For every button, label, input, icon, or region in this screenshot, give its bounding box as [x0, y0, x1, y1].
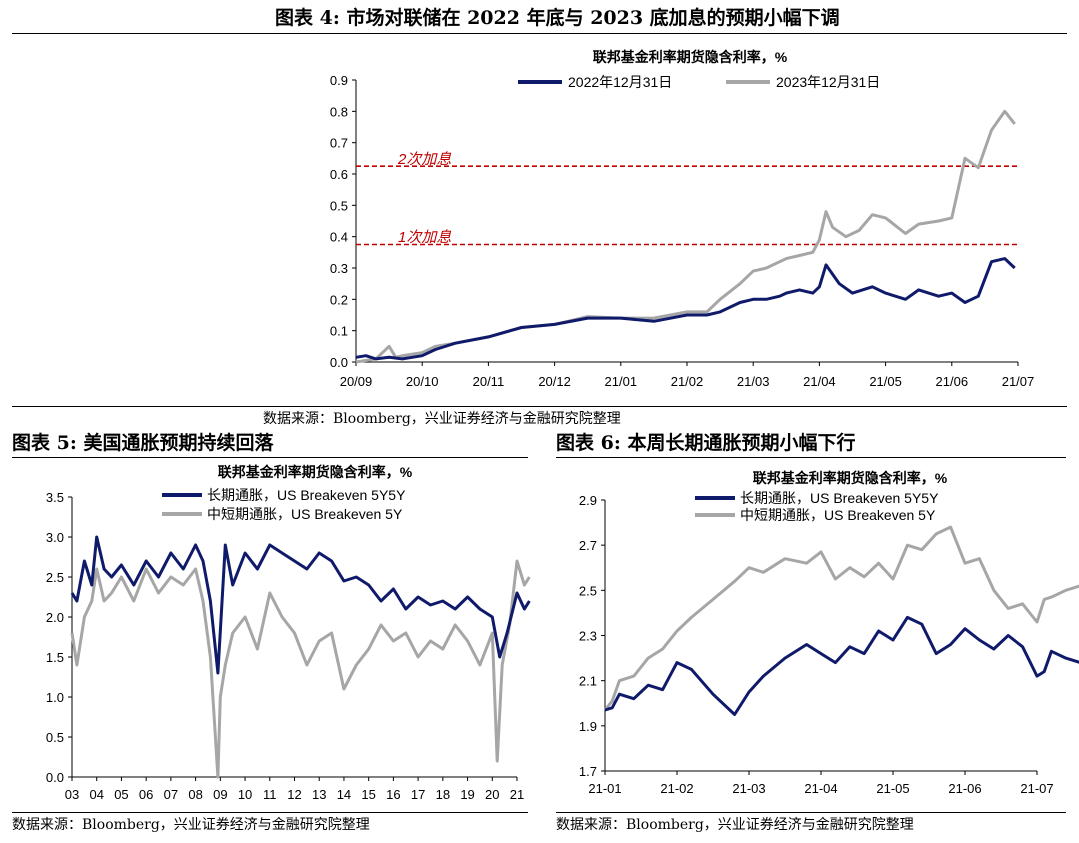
- y-tick-label: 1.5: [46, 650, 64, 665]
- x-tick-label: 21: [510, 787, 524, 802]
- figure-5-title: 图表 5: 美国通胀预期持续回落: [12, 432, 274, 454]
- series-line-0: [604, 615, 1079, 716]
- chart-title: 联邦基金利率期货隐含利率，%: [218, 464, 413, 480]
- x-tick-label: 20/09: [340, 374, 373, 389]
- chart-us-breakeven-long: 联邦基金利率期货隐含利率，% 长期通胀，US Breakeven 5Y5Y 中短…: [46, 464, 531, 802]
- y-tick-label: 0.7: [330, 136, 348, 151]
- y-tick-label: 0.6: [330, 167, 348, 182]
- x-tick-label: 21/04: [803, 374, 836, 389]
- figure-4-top-rule: [12, 33, 1067, 34]
- x-tick-label: 15: [361, 787, 375, 802]
- x-tick-label: 07: [164, 787, 178, 802]
- x-tick-label: 21/01: [605, 374, 638, 389]
- y-tick-label: 2.3: [579, 629, 597, 644]
- y-tick-label: 0.0: [330, 355, 348, 370]
- x-tick-label: 05: [114, 787, 128, 802]
- x-tick-label: 20: [485, 787, 499, 802]
- x-tick-label: 21-04: [804, 781, 837, 796]
- figure-5-bottom-rule: [12, 812, 528, 813]
- x-tick-label: 14: [337, 787, 351, 802]
- chart-us-breakeven-recent: 联邦基金利率期货隐含利率，% 长期通胀，US Breakeven 5Y5Y 中短…: [579, 470, 1079, 796]
- x-tick-label: 21-06: [948, 781, 981, 796]
- x-tick-label: 09: [213, 787, 227, 802]
- x-tick-label: 08: [188, 787, 202, 802]
- ref-label-2-hikes: 2次加息: [397, 151, 451, 168]
- x-tick-label: 04: [89, 787, 103, 802]
- figure-4-source: 数据来源：Bloomberg，兴业证券经济与金融研究院整理: [263, 411, 621, 427]
- series-line-1: [603, 525, 1079, 711]
- y-tick-label: 2.9: [579, 493, 597, 508]
- x-tick-label: 10: [238, 787, 252, 802]
- y-tick-label: 3.0: [46, 530, 64, 545]
- y-tick-label: 0.4: [330, 230, 348, 245]
- chart-title: 联邦基金利率期货隐含利率，%: [753, 470, 948, 486]
- y-tick-label: 0.3: [330, 261, 348, 276]
- x-tick-label: 20/10: [406, 374, 439, 389]
- x-tick-label: 21/05: [869, 374, 902, 389]
- y-tick-label: 1.7: [579, 764, 597, 779]
- x-tick-label: 21-01: [588, 781, 621, 796]
- plot-area: 0.0 0.5 1.0 1.5 2.0 2.5 3.0 3.5 03 04 05 06 07 08 09 10…: [46, 490, 531, 802]
- x-tick-label: 21/02: [671, 374, 704, 389]
- x-tick-label: 16: [386, 787, 400, 802]
- figure-6-bottom-rule: [556, 812, 1066, 813]
- x-tick-label: 20/12: [538, 374, 571, 389]
- figure-4-title: 图表 4: 市场对联储在 2022 年底与 2023 底加息的预期小幅下调: [275, 7, 840, 29]
- figure-5-source: 数据来源：Bloomberg，兴业证券经济与金融研究院整理: [12, 817, 370, 833]
- x-tick-label: 21/03: [737, 374, 770, 389]
- series-line-0: [70, 535, 531, 675]
- x-tick-label: 21-05: [876, 781, 909, 796]
- y-tick-label: 2.5: [46, 570, 64, 585]
- series-line-1: [70, 559, 531, 779]
- x-tick-label: 20/11: [473, 374, 505, 389]
- legend-label-2022: 2022年12月31日: [568, 74, 672, 90]
- y-tick-label: 2.5: [579, 583, 597, 598]
- y-tick-label: 0.0: [46, 770, 64, 785]
- figure-4-bottom-rule: [12, 406, 1067, 407]
- y-tick-label: 1.0: [46, 690, 64, 705]
- legend-label-5y5y: 长期通胀，US Breakeven 5Y5Y: [740, 490, 939, 506]
- figure-6-top-rule: [556, 457, 1066, 458]
- x-tick-label: 18: [436, 787, 450, 802]
- legend-label-5y: 中短期通胀，US Breakeven 5Y: [207, 506, 403, 522]
- x-tick-label: 21-03: [732, 781, 765, 796]
- y-tick-label: 2.1: [579, 674, 597, 689]
- y-tick-label: 2.0: [46, 610, 64, 625]
- plot-area: 1.7 1.9 2.1 2.3 2.5 2.7 2.9 21-01 21-02 21-03 21-0…: [579, 493, 1079, 796]
- series-line-0: [355, 257, 1016, 361]
- chart-title: 联邦基金利率期货隐含利率，%: [593, 49, 788, 65]
- ref-label-1-hike: 1次加息: [398, 229, 451, 246]
- x-tick-label: 21/07: [1002, 374, 1035, 389]
- figure-5-top-rule: [12, 457, 528, 458]
- x-tick-label: 17: [411, 787, 425, 802]
- x-tick-label: 03: [65, 787, 79, 802]
- y-tick-label: 0.1: [330, 324, 348, 339]
- x-tick-label: 21-02: [660, 781, 693, 796]
- x-tick-label: 06: [139, 787, 153, 802]
- legend-label-5y5y: 长期通胀，US Breakeven 5Y5Y: [207, 487, 406, 503]
- x-tick-label: 21/06: [936, 374, 969, 389]
- y-tick-label: 0.9: [330, 73, 348, 88]
- plot-area: 0.0 0.1 0.2 0.3 0.4 0.5 0.6 0.7 0.8 0.9 20/09 20/10…: [330, 73, 1034, 389]
- y-tick-label: 0.8: [330, 104, 348, 119]
- x-tick-label: 12: [287, 787, 301, 802]
- legend-label-2023: 2023年12月31日: [776, 74, 880, 90]
- x-tick-label: 21-07: [1020, 781, 1053, 796]
- y-tick-label: 3.5: [46, 490, 64, 505]
- y-tick-label: 0.5: [330, 198, 348, 213]
- x-tick-label: 11: [263, 787, 277, 802]
- y-tick-label: 2.7: [579, 538, 597, 553]
- x-tick-label: 13: [312, 787, 326, 802]
- chart-fed-funds-implied-rate: 联邦基金利率期货隐含利率，% 2022年12月31日 2023年12月31日 0…: [330, 49, 1034, 389]
- y-tick-label: 0.2: [330, 292, 348, 307]
- y-tick-label: 1.9: [579, 719, 597, 734]
- series-line-1: [355, 109, 1016, 364]
- figure-6-title: 图表 6: 本周长期通胀预期小幅下行: [556, 432, 856, 454]
- x-tick-label: 19: [460, 787, 474, 802]
- y-tick-label: 0.5: [46, 730, 64, 745]
- legend-label-5y: 中短期通胀，US Breakeven 5Y: [740, 507, 936, 523]
- figure-6-source: 数据来源：Bloomberg，兴业证券经济与金融研究院整理: [556, 817, 914, 833]
